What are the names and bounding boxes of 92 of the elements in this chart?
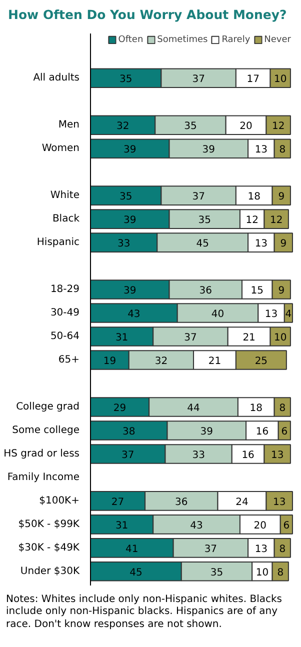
data-label: 17 bbox=[246, 74, 260, 85]
data-label: 43 bbox=[128, 308, 140, 320]
data-label: 36 bbox=[175, 496, 188, 508]
data-label: 12 bbox=[246, 214, 258, 226]
data-label: 6 bbox=[283, 520, 290, 532]
y-tick-label: $30K - $49K bbox=[18, 542, 80, 554]
y-tick-label: $100K+ bbox=[39, 495, 80, 506]
y-tick-label: 65+ bbox=[58, 354, 80, 366]
y-tick-label: 30-49 bbox=[50, 307, 80, 318]
y-tick-label: All adults bbox=[33, 72, 80, 84]
data-label: 19 bbox=[103, 356, 116, 367]
y-tick-label: HS grad or less bbox=[4, 448, 80, 460]
data-label: 25 bbox=[254, 356, 268, 367]
data-label: 35 bbox=[119, 74, 132, 85]
data-label: 6 bbox=[281, 426, 288, 438]
data-label: 12 bbox=[272, 120, 285, 132]
data-label: 35 bbox=[184, 120, 197, 132]
data-label: 13 bbox=[254, 144, 268, 156]
y-tick-label: 18-29 bbox=[50, 284, 80, 295]
data-label: 32 bbox=[116, 120, 130, 132]
y-tick-label: Family Income bbox=[7, 472, 80, 483]
data-label: 8 bbox=[279, 402, 286, 414]
data-label: 41 bbox=[126, 544, 138, 555]
legend-label: Never bbox=[264, 34, 291, 45]
data-label: 31 bbox=[115, 332, 128, 344]
legend-label: Sometimes bbox=[157, 34, 208, 45]
data-label: 10 bbox=[256, 567, 269, 578]
data-label: 10 bbox=[274, 74, 287, 85]
data-label: 37 bbox=[122, 450, 134, 461]
data-label: 33 bbox=[192, 450, 205, 461]
data-label: 18 bbox=[250, 402, 263, 414]
chart-title: How Often Do You Worry About Money? bbox=[8, 6, 287, 24]
data-label: 12 bbox=[270, 214, 283, 226]
data-label: 20 bbox=[254, 520, 267, 532]
data-label: 16 bbox=[256, 426, 269, 438]
data-label: 8 bbox=[279, 144, 286, 156]
data-label: 9 bbox=[278, 285, 285, 296]
data-label: 9 bbox=[278, 191, 285, 202]
data-label: 4 bbox=[285, 308, 292, 320]
data-label: 39 bbox=[124, 285, 136, 296]
data-label: 15 bbox=[250, 285, 264, 296]
y-tick-label: College grad bbox=[16, 401, 80, 412]
data-label: 13 bbox=[254, 544, 268, 555]
data-label: 37 bbox=[184, 332, 197, 344]
data-label: 13 bbox=[254, 238, 268, 250]
text: Notes: Whites include only non-Hispanic whites. Blacks include only non-Hispanic blacks. Hispanics are of any race. Don't know responses are not shown. bbox=[6, 594, 284, 632]
legend-label: Rarely bbox=[222, 34, 250, 45]
data-label: 37 bbox=[192, 74, 205, 85]
data-label: 13 bbox=[273, 496, 286, 508]
data-label: 21 bbox=[208, 356, 222, 367]
data-label: 36 bbox=[199, 285, 212, 296]
data-label: 45 bbox=[130, 567, 142, 578]
legend-label: Often bbox=[118, 34, 144, 45]
data-label: 39 bbox=[124, 144, 136, 156]
data-label: 43 bbox=[190, 520, 203, 532]
data-label: 21 bbox=[242, 332, 256, 344]
data-label: 18 bbox=[248, 191, 260, 202]
y-tick-label: Hispanic bbox=[36, 236, 80, 248]
data-label: 29 bbox=[113, 402, 126, 414]
data-label: 13 bbox=[264, 308, 278, 320]
data-label: 45 bbox=[196, 238, 209, 250]
data-label: 44 bbox=[187, 402, 200, 414]
data-label: 35 bbox=[210, 567, 224, 578]
y-tick-label: Some college bbox=[12, 424, 80, 436]
data-label: 35 bbox=[198, 214, 211, 226]
y-tick-label: 50-64 bbox=[50, 330, 80, 342]
y-tick-label: Men bbox=[58, 119, 80, 130]
data-label: 31 bbox=[115, 520, 128, 532]
y-tick-label: Under $30K bbox=[20, 566, 80, 577]
data-label: 40 bbox=[211, 308, 224, 320]
data-label: 32 bbox=[154, 356, 168, 367]
y-tick-label: White bbox=[50, 190, 80, 201]
data-label: 39 bbox=[200, 426, 214, 438]
y-tick-label: Black bbox=[52, 213, 80, 224]
y-tick-label: Women bbox=[42, 142, 80, 154]
data-label: 16 bbox=[242, 450, 254, 461]
data-label: 39 bbox=[202, 144, 216, 156]
data-label: 37 bbox=[204, 544, 218, 555]
data-label: 38 bbox=[122, 426, 136, 438]
data-label: 27 bbox=[111, 496, 124, 508]
y-tick-label: $50K - $99K bbox=[18, 518, 80, 530]
data-label: 9 bbox=[280, 238, 287, 250]
data-label: 10 bbox=[274, 332, 287, 344]
data-label: 20 bbox=[240, 120, 252, 132]
data-label: 13 bbox=[270, 450, 284, 461]
data-label: 37 bbox=[192, 191, 205, 202]
data-label: 35 bbox=[119, 191, 132, 202]
data-label: 8 bbox=[279, 544, 286, 555]
data-label: 8 bbox=[277, 567, 284, 578]
data-label: 33 bbox=[117, 238, 130, 250]
data-label: 24 bbox=[236, 496, 248, 508]
data-label: 39 bbox=[124, 214, 136, 226]
